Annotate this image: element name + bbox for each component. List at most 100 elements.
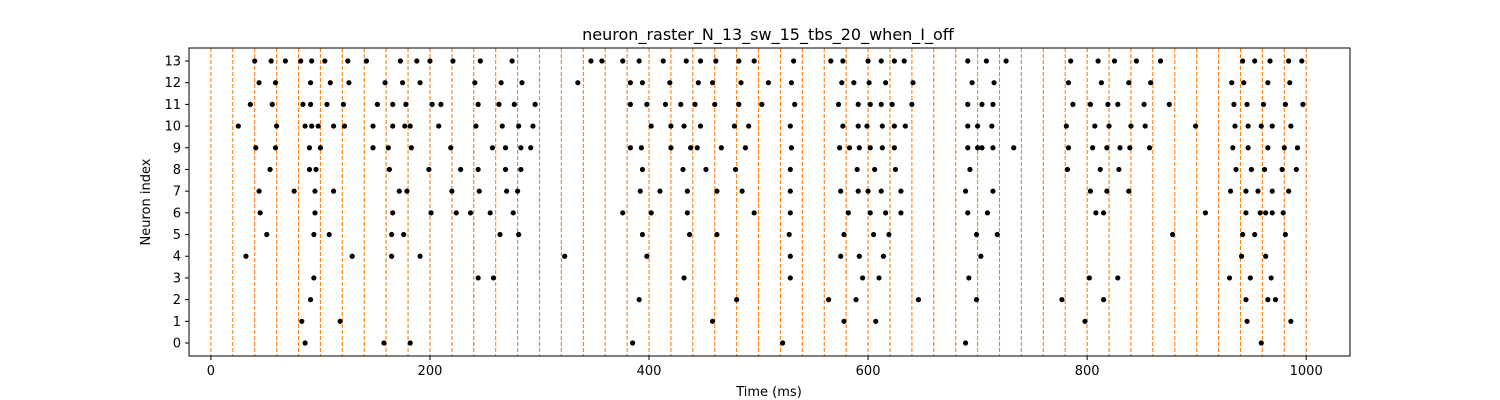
spike-point	[467, 210, 474, 216]
spike-point	[448, 145, 454, 151]
spike-point	[1068, 58, 1074, 64]
spike-point	[1243, 188, 1249, 194]
spike-point	[267, 166, 273, 173]
spike-point	[878, 58, 884, 64]
spike-point	[965, 145, 971, 151]
spike-point	[780, 340, 786, 346]
spike-point	[407, 340, 413, 346]
spike-point	[1293, 166, 1299, 173]
spike-point	[1279, 166, 1285, 173]
spike-point	[390, 123, 396, 129]
chart-title: neuron_raster_N_13_sw_15_tbs_20_when_I_o…	[582, 25, 955, 45]
spike-point	[835, 101, 842, 107]
spike-point	[718, 145, 724, 151]
spike-point	[865, 58, 871, 64]
spike-point	[746, 123, 752, 129]
spike-point	[965, 58, 971, 64]
spike-point	[734, 297, 740, 303]
x-tick-label: 0	[207, 364, 215, 379]
spike-point	[1063, 123, 1069, 129]
spike-point	[309, 58, 315, 64]
spike-point	[1065, 145, 1072, 151]
spike-point	[879, 123, 885, 129]
spike-point	[648, 210, 654, 216]
spike-point	[428, 210, 434, 216]
spike-point	[1231, 101, 1237, 107]
spike-point	[1241, 80, 1247, 86]
x-axis-ticks: 0 200 400 600 800 1000	[207, 356, 1323, 379]
spike-point	[1294, 145, 1301, 151]
spike-point	[307, 297, 314, 303]
spike-point	[408, 145, 414, 151]
spike-point	[317, 145, 324, 151]
spike-point	[346, 80, 352, 86]
spike-point	[688, 145, 694, 151]
spike-point	[667, 80, 673, 86]
spike-point	[1100, 297, 1107, 303]
spike-point	[680, 166, 686, 173]
spike-point	[1268, 275, 1274, 281]
spike-point	[965, 123, 971, 129]
spike-point	[309, 123, 315, 129]
spike-point	[1003, 58, 1009, 64]
spike-point	[840, 123, 846, 129]
spike-point	[978, 253, 984, 259]
spike-point	[880, 253, 887, 259]
spike-point	[402, 123, 408, 129]
spike-point	[253, 145, 259, 151]
spike-point	[790, 58, 797, 64]
spike-point	[973, 231, 980, 238]
spike-point	[496, 101, 502, 107]
spike-point	[1104, 145, 1110, 151]
spike-point	[1157, 58, 1164, 64]
spike-point	[528, 145, 534, 151]
spike-point	[648, 123, 654, 129]
spike-point	[713, 58, 719, 64]
spike-point	[1111, 58, 1118, 64]
spike-point	[518, 166, 524, 173]
spike-point	[502, 166, 509, 173]
spike-point	[620, 58, 626, 64]
x-tick-label: 200	[418, 364, 443, 379]
y-tick-label: 7	[173, 185, 181, 200]
spike-point	[697, 123, 704, 129]
spike-point	[1265, 145, 1271, 151]
spike-point	[511, 101, 517, 107]
spike-point	[516, 231, 522, 238]
spike-point	[878, 101, 884, 107]
spike-point	[787, 188, 793, 194]
spike-point	[739, 188, 745, 194]
spike-point	[898, 188, 904, 194]
spike-point	[489, 145, 495, 151]
spike-point	[499, 123, 505, 129]
spike-point	[519, 80, 525, 86]
spike-point	[898, 210, 904, 216]
spike-point	[311, 275, 317, 281]
spike-point	[1133, 58, 1140, 64]
spike-point	[1299, 58, 1305, 64]
spike-point	[657, 188, 663, 194]
x-axis-label: Time (ms)	[735, 385, 802, 400]
spike-point	[839, 80, 845, 86]
spike-point	[426, 166, 432, 173]
spike-point	[864, 123, 870, 129]
spike-point	[1146, 145, 1153, 151]
spike-point	[274, 123, 280, 129]
y-tick-label: 13	[164, 55, 181, 70]
spike-point	[516, 123, 522, 129]
spike-point	[1141, 101, 1147, 107]
spike-point	[390, 210, 396, 216]
spike-point	[738, 80, 744, 86]
spike-point	[363, 58, 370, 64]
spike-point	[902, 123, 908, 129]
spike-point	[644, 253, 650, 259]
spike-point	[502, 145, 509, 151]
spike-point	[302, 123, 308, 129]
spike-point	[962, 340, 969, 346]
spike-point	[1166, 101, 1172, 107]
spike-point	[311, 231, 317, 238]
spike-point	[1059, 297, 1065, 303]
spike-point	[709, 80, 716, 86]
spike-point	[1202, 210, 1209, 216]
